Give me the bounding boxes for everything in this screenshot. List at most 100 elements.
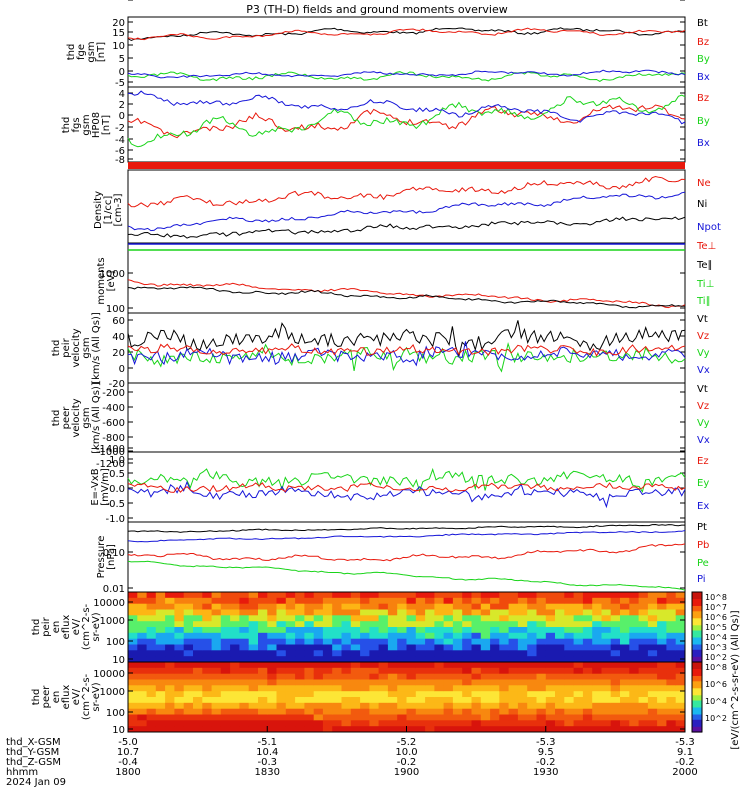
spectrogram-cell	[620, 708, 630, 715]
spectrogram-cell	[490, 673, 500, 680]
spectrogram-cell	[620, 697, 630, 704]
spectrogram-cell	[415, 615, 426, 622]
series-ni	[127, 216, 686, 239]
spectrogram-cell	[573, 685, 584, 692]
spectrogram-cell	[230, 592, 240, 599]
spectrogram-cell	[230, 650, 240, 657]
y-axis-label-line: eV/	[71, 688, 82, 705]
spectrogram-cell	[211, 650, 222, 657]
x-col-time: 1900	[394, 767, 419, 778]
spectrogram-cell	[387, 638, 398, 645]
spectrogram-cell	[220, 673, 231, 680]
spectrogram-cell	[490, 726, 500, 733]
y-axis-label: moments [eV]	[96, 257, 117, 304]
spectrogram-cell	[406, 627, 417, 634]
spectrogram-cell	[666, 667, 677, 675]
spectrogram-cell	[313, 615, 324, 622]
spectrogram-cell	[285, 708, 296, 715]
y-tick-label: -40	[109, 0, 125, 3]
spectrogram-cell	[137, 662, 148, 669]
spectrogram-cell	[406, 697, 417, 704]
spectrogram-cell	[285, 632, 296, 640]
spectrogram-cell	[183, 644, 194, 651]
spectrogram-cell	[610, 621, 621, 628]
spectrogram-cell	[276, 592, 287, 599]
spectrogram-cell	[267, 621, 278, 628]
spectrogram-cell	[545, 708, 556, 715]
y-tick-label: 2	[119, 100, 125, 111]
spectrogram-cell	[452, 656, 463, 663]
spectrogram-cell	[360, 691, 370, 698]
colorbar-cell	[692, 730, 702, 733]
x-col-y: 10.4	[256, 747, 278, 758]
spectrogram-cell	[276, 685, 287, 692]
spectrogram-cell	[248, 662, 259, 669]
spectrogram-cell	[601, 667, 612, 675]
spectrogram-cell	[322, 638, 333, 645]
spectrogram-cell	[304, 621, 315, 628]
spectrogram-cell	[174, 615, 185, 622]
spectrogram-cell	[657, 662, 667, 669]
spectrogram-cell	[267, 603, 278, 610]
spectrogram-cell	[657, 603, 667, 610]
spectrogram-cell	[295, 679, 305, 686]
spectrogram-cell	[657, 673, 667, 680]
spectrogram-cell	[564, 691, 575, 698]
spectrogram-cell	[378, 702, 389, 710]
spectrogram-cell	[322, 685, 333, 692]
colorbar-cell	[692, 697, 702, 700]
colorbar-cell	[692, 628, 702, 632]
spectrogram-cell	[341, 627, 352, 634]
spectrogram-cell	[490, 650, 500, 657]
spectrogram-cell	[239, 720, 250, 727]
spectrogram-cell	[406, 592, 417, 599]
spectrogram-cell	[517, 702, 528, 710]
spectrogram-cell	[573, 697, 584, 704]
spectrogram-cell	[499, 621, 510, 628]
spectrogram-cell	[220, 644, 231, 651]
spectrogram-cell	[276, 597, 287, 605]
spectrogram-cell	[629, 638, 640, 645]
spectrogram-cell	[128, 667, 138, 675]
spectrogram-cell	[397, 720, 407, 727]
y-tick-label: -2	[115, 123, 125, 134]
spectrogram-cell	[267, 615, 278, 622]
spectrogram-cell	[452, 662, 463, 669]
colorbar-cell	[692, 625, 702, 628]
spectrogram-cell	[360, 697, 370, 704]
spectrogram-cell	[592, 621, 602, 628]
y-axis-label: thd fgs gsm HP08 [nT]	[61, 112, 112, 138]
spectrogram-cell	[610, 673, 621, 680]
series-ey	[127, 467, 686, 493]
spectrogram-cell	[165, 702, 175, 710]
spectrogram-cell	[387, 691, 398, 698]
spectrogram-cell	[527, 609, 537, 616]
spectrogram-cell	[480, 597, 491, 605]
spectrogram-cell	[332, 597, 342, 605]
spectrogram-cell	[527, 702, 537, 710]
spectrogram-cell	[508, 667, 519, 675]
spectrogram-cell	[508, 615, 519, 622]
y-tick-label: 10	[112, 655, 125, 666]
spectrogram-cell	[452, 650, 463, 657]
spectrogram-cell	[452, 697, 463, 704]
spectrogram-cell	[666, 632, 677, 640]
legend-label: By	[697, 54, 710, 65]
spectrogram-cell	[165, 662, 175, 669]
spectrogram-cell	[564, 720, 575, 727]
spectrogram-cell	[341, 592, 352, 599]
y-axis-label-line: (cm^2-s-	[81, 603, 92, 650]
spectrogram-cell	[248, 597, 259, 605]
spectrogram-cell	[369, 603, 380, 610]
spectrogram-cell	[629, 667, 640, 675]
spectrogram-cell	[545, 673, 556, 680]
spectrogram-cell	[638, 697, 649, 704]
spectrogram-cell	[378, 685, 389, 692]
spectrogram-cell	[332, 650, 342, 657]
spectrogram-cell	[490, 708, 500, 715]
colorbar-cell	[692, 658, 702, 661]
spectrogram-cell	[313, 679, 324, 686]
spectrogram-cell	[592, 603, 602, 610]
spectrogram-cell	[536, 679, 547, 686]
spectrogram-cell	[406, 638, 417, 645]
